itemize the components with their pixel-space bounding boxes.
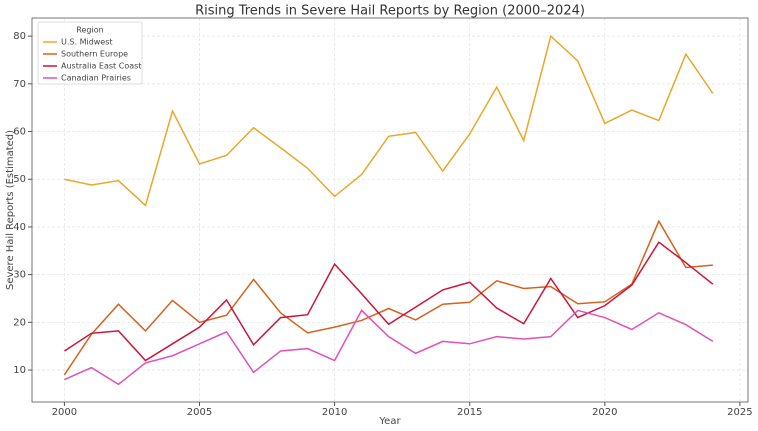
x-tick-label: 2015: [457, 407, 482, 418]
x-axis-label: Year: [378, 416, 401, 427]
y-tick-label: 30: [13, 270, 26, 281]
series-line: [64, 309, 714, 386]
plot-frame: [31, 17, 749, 403]
y-axis-label: Severe Hail Reports (Estimated): [5, 130, 16, 290]
y-tick-label: 20: [13, 317, 26, 328]
x-tick-label: 2020: [592, 407, 617, 418]
series-line: [63, 219, 713, 376]
legend-label: Southern Europe: [61, 50, 128, 59]
legend-label: Australia East Coast: [61, 62, 141, 71]
y-tick-label: 10: [13, 365, 26, 376]
x-tick-label: 2000: [52, 407, 77, 418]
x-tick-label: 2010: [322, 407, 347, 418]
chart-title: Rising Trends in Severe Hail Reports by …: [195, 4, 585, 19]
y-tick-label: 60: [13, 127, 26, 138]
x-tick-label: 2025: [727, 407, 752, 418]
series-line: [64, 34, 714, 207]
x-tick-label: 2005: [187, 407, 212, 418]
y-tick-label: 40: [13, 222, 26, 233]
legend-title: Region: [76, 26, 103, 35]
series-line: [64, 241, 714, 362]
y-tick-label: 70: [13, 79, 26, 90]
legend-label: U.S. Midwest: [61, 38, 113, 47]
y-tick-label: 50: [13, 174, 26, 185]
legend-box: [37, 21, 143, 85]
y-tick-label: 80: [13, 31, 26, 42]
legend-label: Canadian Prairies: [61, 74, 131, 83]
